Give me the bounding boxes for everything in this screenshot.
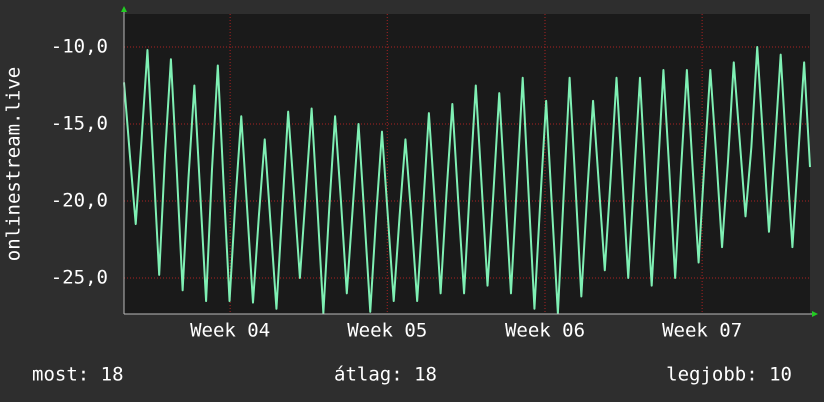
axis-arrow bbox=[812, 311, 818, 317]
y-tick-label: -25,0 bbox=[51, 266, 108, 288]
marks bbox=[123, 45, 811, 315]
x-tick-label: Week 07 bbox=[662, 320, 742, 342]
y-tick-label: -10,0 bbox=[51, 35, 108, 57]
axis-arrow bbox=[121, 6, 127, 12]
y-tick-label: -15,0 bbox=[51, 112, 108, 134]
y-axis-label: onlinestream.live bbox=[3, 67, 25, 261]
x-tick-label: Week 05 bbox=[347, 320, 427, 342]
footer-avg: átlag: 18 bbox=[334, 364, 437, 386]
series-line bbox=[123, 45, 811, 315]
footer-best: legjobb: 10 bbox=[666, 364, 792, 386]
plot-area bbox=[124, 14, 810, 314]
x-tick-label: Week 06 bbox=[505, 320, 585, 342]
footer-now: most: 18 bbox=[32, 364, 124, 386]
x-tick-label: Week 04 bbox=[190, 320, 270, 342]
y-tick-label: -20,0 bbox=[51, 189, 108, 211]
grid bbox=[124, 14, 810, 314]
